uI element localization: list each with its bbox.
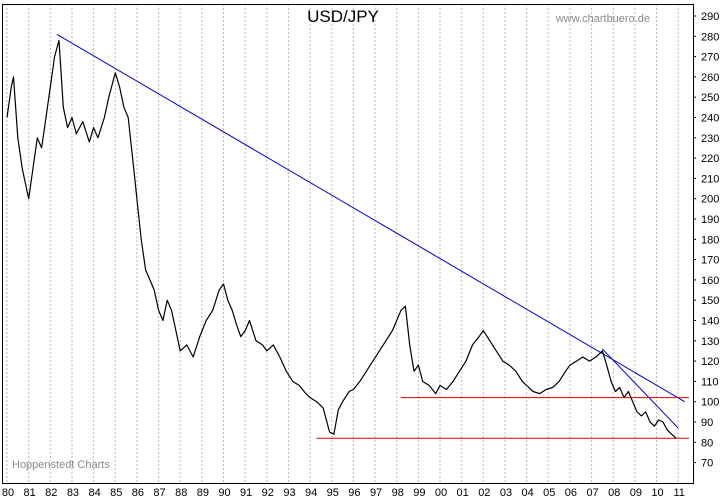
y-tick-label: 160 (701, 275, 719, 287)
usd-jpy-price-line (6, 39, 677, 439)
y-tick-label: 170 (701, 255, 719, 267)
x-tick-label: 97 (370, 487, 382, 498)
x-tick-label: 98 (392, 487, 404, 498)
y-tick-label: 290 (701, 11, 719, 23)
y-tick-label: 270 (701, 52, 719, 64)
y-tick-label: 70 (701, 458, 713, 470)
x-tick-label: 09 (630, 487, 642, 498)
y-tick-label: 80 (701, 437, 713, 449)
y-tick-label: 210 (701, 173, 719, 185)
x-tick-label: 88 (175, 487, 187, 498)
x-axis: 80 81 82 83 84 85 86 87 88 89 90 91 92 93 94 95 96 97 98 99… (2, 487, 685, 498)
y-tick-label: 220 (701, 153, 719, 165)
trend-line (56, 33, 685, 403)
x-tick-label: 10 (651, 487, 663, 498)
credit-label: Hoppenstedt Charts (12, 459, 110, 471)
y-tick-label: 110 (701, 376, 719, 388)
x-tick-label: 96 (348, 487, 360, 498)
x-tick-label: 95 (327, 487, 339, 498)
x-tick-label: 07 (586, 487, 598, 498)
y-tick-label: 180 (701, 234, 719, 246)
y-tick-label: 90 (701, 417, 713, 429)
x-tick-label: 80 (2, 487, 14, 498)
x-tick-label: 02 (478, 487, 490, 498)
x-tick-label: 99 (413, 487, 425, 498)
x-tick-label: 01 (457, 487, 469, 498)
y-tick-label: 120 (701, 356, 719, 368)
x-tick-label: 91 (240, 487, 252, 498)
y-tick-label: 200 (701, 194, 719, 206)
x-tick-label: 94 (305, 487, 317, 498)
x-tick-label: 89 (197, 487, 209, 498)
y-tick-label: 280 (701, 31, 719, 43)
x-tick-label: 90 (218, 487, 230, 498)
y-tick-label: 190 (701, 214, 719, 226)
grid-layer (6, 4, 679, 483)
source-label: www.chartbuero.de (555, 13, 650, 25)
x-tick-label: 83 (67, 487, 79, 498)
x-tick-label: 03 (500, 487, 512, 498)
x-tick-label: 93 (283, 487, 295, 498)
x-tick-label: 06 (565, 487, 577, 498)
x-tick-label: 04 (521, 487, 533, 498)
y-tick-label: 100 (701, 397, 719, 409)
x-tick-label: 00 (435, 487, 447, 498)
x-tick-label: 85 (110, 487, 122, 498)
y-tick-label: 240 (701, 113, 719, 125)
y-tick-label: 150 (701, 295, 719, 307)
x-tick-label: 81 (24, 487, 36, 498)
x-tick-label: 86 (132, 487, 144, 498)
y-tick-label: 140 (701, 316, 719, 328)
x-tick-label: 08 (608, 487, 620, 498)
trend-lines-layer (56, 33, 689, 439)
y-tick-label: 230 (701, 133, 719, 145)
x-tick-label: 87 (153, 487, 165, 498)
series-layer (6, 39, 677, 439)
y-tick-label: 130 (701, 336, 719, 348)
x-tick-label: 11 (673, 487, 684, 498)
chart-title: USD/JPY (307, 7, 379, 26)
y-tick-label: 260 (701, 72, 719, 84)
y-tick-label: 250 (701, 92, 719, 104)
x-tick-label: 82 (45, 487, 57, 498)
plot-frame (2, 4, 694, 484)
y-axis: 290 280 270 260 250 240 230 220 210 200 190 180 170 1… (693, 11, 719, 470)
x-tick-label: 84 (88, 487, 100, 498)
x-tick-label: 05 (543, 487, 555, 498)
x-tick-label: 92 (262, 487, 274, 498)
trend-line (602, 348, 679, 429)
